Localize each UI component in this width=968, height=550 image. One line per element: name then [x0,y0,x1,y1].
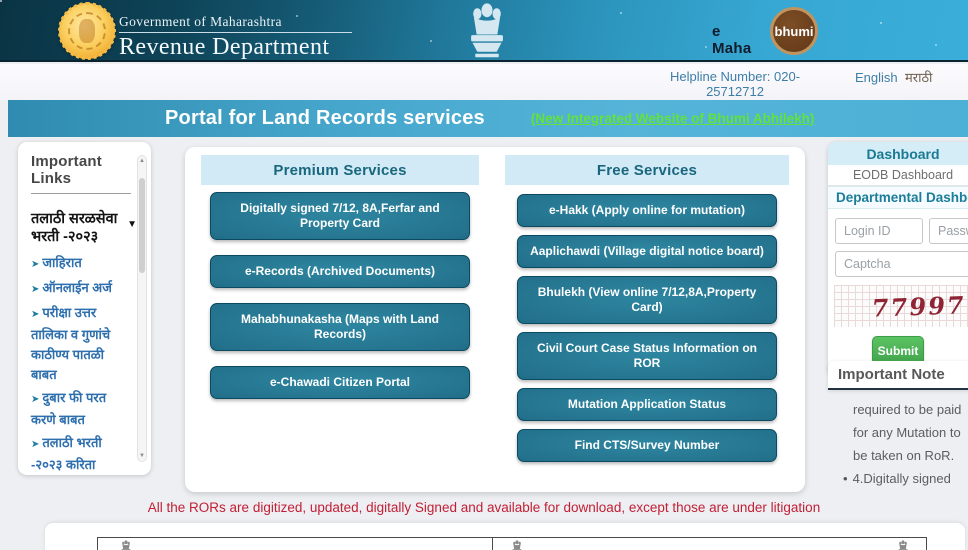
premium-service-button[interactable]: Mahabhunakasha (Maps with Land Records) [210,303,470,351]
bullet-icon: • [843,471,848,486]
sidebar-link[interactable]: ➤ दुबार फी परत करणे बाबत [31,388,131,430]
note-bullet-item: • 4.Digitally signed [843,467,968,490]
sidebar-link[interactable]: ➤तलाठी भरती -२०२३ करिता उपस्थित उमेदवारा… [31,433,131,475]
sidebar-link-label: जाहिरात [42,255,82,270]
bhumi-logo-circle: bhumi [770,7,818,55]
chevron-down-icon: ▼ [127,219,137,230]
free-service-button[interactable]: e-Hakk (Apply online for mutation) [517,194,777,227]
footer-document-cell [493,538,926,550]
note-line: be taken on RoR. [853,448,955,463]
services-panel: Premium Services Digitally signed 7/12, … [185,147,805,492]
sidebar-scrollbar[interactable]: ▲ ▼ [137,155,147,462]
link-arrow-icon: ➤ [31,284,40,295]
premium-service-buttons: Digitally signed 7/12, 8A,Ferfar and Pro… [201,192,479,399]
link-arrow-icon: ➤ [31,259,40,270]
sidebar-links: ➤ जाहिरात ➤ ऑनलाईन अर्ज ➤ परीक्षा उत्तर ताल… [31,253,131,475]
note-line: required to be paid [853,402,962,417]
submit-button[interactable]: Submit [872,336,924,365]
sidebar-link-label: परीक्षा उत्तर तालिका व गुणांचे काठीण्य प… [31,305,111,382]
helpline-number: Helpline Number: 020- 25712712 [620,69,850,99]
link-arrow-icon: ➤ [31,439,40,450]
login-id-input[interactable] [835,218,923,244]
footer-panel [45,523,965,550]
language-english-link[interactable]: English [855,70,898,85]
premium-services-section: Premium Services Digitally signed 7/12, … [201,155,479,484]
premium-service-button[interactable]: e-Chawadi Citizen Portal [210,366,470,399]
bhumi-logo-text: bhumi [774,23,814,39]
mini-national-emblem-icon [897,540,909,550]
important-links-panel: Important Links तलाठी सरळसेवा भरती -२०२३… [18,142,151,475]
captcha-value: 77997 [870,289,968,323]
dashboard-panel: Dashboard EODB Dashboard Departmental Da… [828,142,968,377]
sidebar-group-label: तलाठी सरळसेवा भरती -२०२३ [31,211,118,245]
free-service-buttons: e-Hakk (Apply online for mutation) Aapli… [505,194,789,462]
portal-title: Portal for Land Records services [165,107,485,129]
captcha-input[interactable] [835,251,968,277]
government-title: Government of Maharashtra [119,14,352,33]
language-marathi-link[interactable]: मराठी [905,70,933,85]
important-links-title: Important Links [31,153,131,194]
mini-national-emblem-icon [511,540,523,550]
departmental-dashboard-link[interactable]: Departmental Dashboard [828,186,968,209]
premium-service-button[interactable]: e-Records (Archived Documents) [210,255,470,288]
link-arrow-icon: ➤ [31,309,40,320]
free-service-button[interactable]: Aaplichawdi (Village digital notice boar… [517,235,777,268]
sidebar-link-label: दुबार फी परत करणे बाबत [31,390,107,427]
free-service-button[interactable]: Mutation Application Status [517,388,777,421]
premium-services-header: Premium Services [201,155,479,185]
national-emblem-icon [462,2,512,60]
topbar: Helpline Number: 020- 25712712 English म… [0,64,968,100]
maharashtra-revenue-seal-icon [58,2,116,60]
scrollbar-thumb[interactable] [139,178,145,273]
captcha-image: 77997 [834,285,968,327]
free-services-section: Free Services e-Hakk (Apply online for m… [505,155,789,484]
password-input[interactable] [929,218,968,244]
sidebar-group-title[interactable]: तलाठी सरळसेवा भरती -२०२३ ▼ [31,210,137,246]
dashboard-header[interactable]: Dashboard [828,142,968,165]
sidebar-link[interactable]: ➤ ऑनलाईन अर्ज [31,278,131,300]
seal-core-motif [79,19,95,43]
ror-digitized-notice: All the RORs are digitized, updated, dig… [147,500,821,515]
footer-document-cell [98,538,493,550]
helpline-line2: 25712712 [706,84,764,99]
footer-document-table [97,537,927,550]
emaha-logo-text: e Maha [712,23,752,57]
eodb-dashboard-link[interactable]: EODB Dashboard [828,165,968,186]
scroll-up-icon[interactable]: ▲ [139,158,145,164]
helpline-line1: Helpline Number: 020- [669,69,801,84]
seal-inner-ring [68,12,106,50]
login-row [828,209,968,244]
important-note-header: Important Note [828,361,968,390]
sidebar-link-label: ऑनलाईन अर्ज [42,280,112,295]
sidebar-link[interactable]: ➤ जाहिरात [31,253,131,275]
decorative-stars [0,0,2,2]
portal-banner: Portal for Land Records services (New In… [8,100,968,137]
important-note-body: required to be paid for any Mutation to … [843,398,968,490]
note-line: for any Mutation to [853,425,961,440]
mini-national-emblem-icon [120,540,132,550]
note-bullet-label: 4.Digitally signed [852,471,951,486]
header-titles: Government of Maharashtra Revenue Depart… [119,14,352,61]
free-services-header: Free Services [505,155,789,185]
sidebar-link[interactable]: ➤ परीक्षा उत्तर तालिका व गुणांचे काठीण्य … [31,303,131,385]
site-header: Government of Maharashtra Revenue Depart… [0,0,968,62]
new-website-link[interactable]: (New Integrated Website of Bhumi Abhilek… [530,111,815,126]
scroll-down-icon[interactable]: ▼ [139,453,145,459]
free-service-button[interactable]: Bhulekh (View online 7/12,8A,Property Ca… [517,276,777,324]
link-arrow-icon: ➤ [31,394,40,405]
free-service-button[interactable]: Find CTS/Survey Number [517,429,777,462]
note-lines: required to be paid for any Mutation to … [843,398,968,467]
free-service-button[interactable]: Civil Court Case Status Information on R… [517,332,777,380]
sidebar-link-label: तलाठी भरती -२०२३ करिता उपस्थित उमेदवारां… [31,435,102,472]
department-title: Revenue Department [119,34,330,60]
premium-service-button[interactable]: Digitally signed 7/12, 8A,Ferfar and Pro… [210,192,470,240]
